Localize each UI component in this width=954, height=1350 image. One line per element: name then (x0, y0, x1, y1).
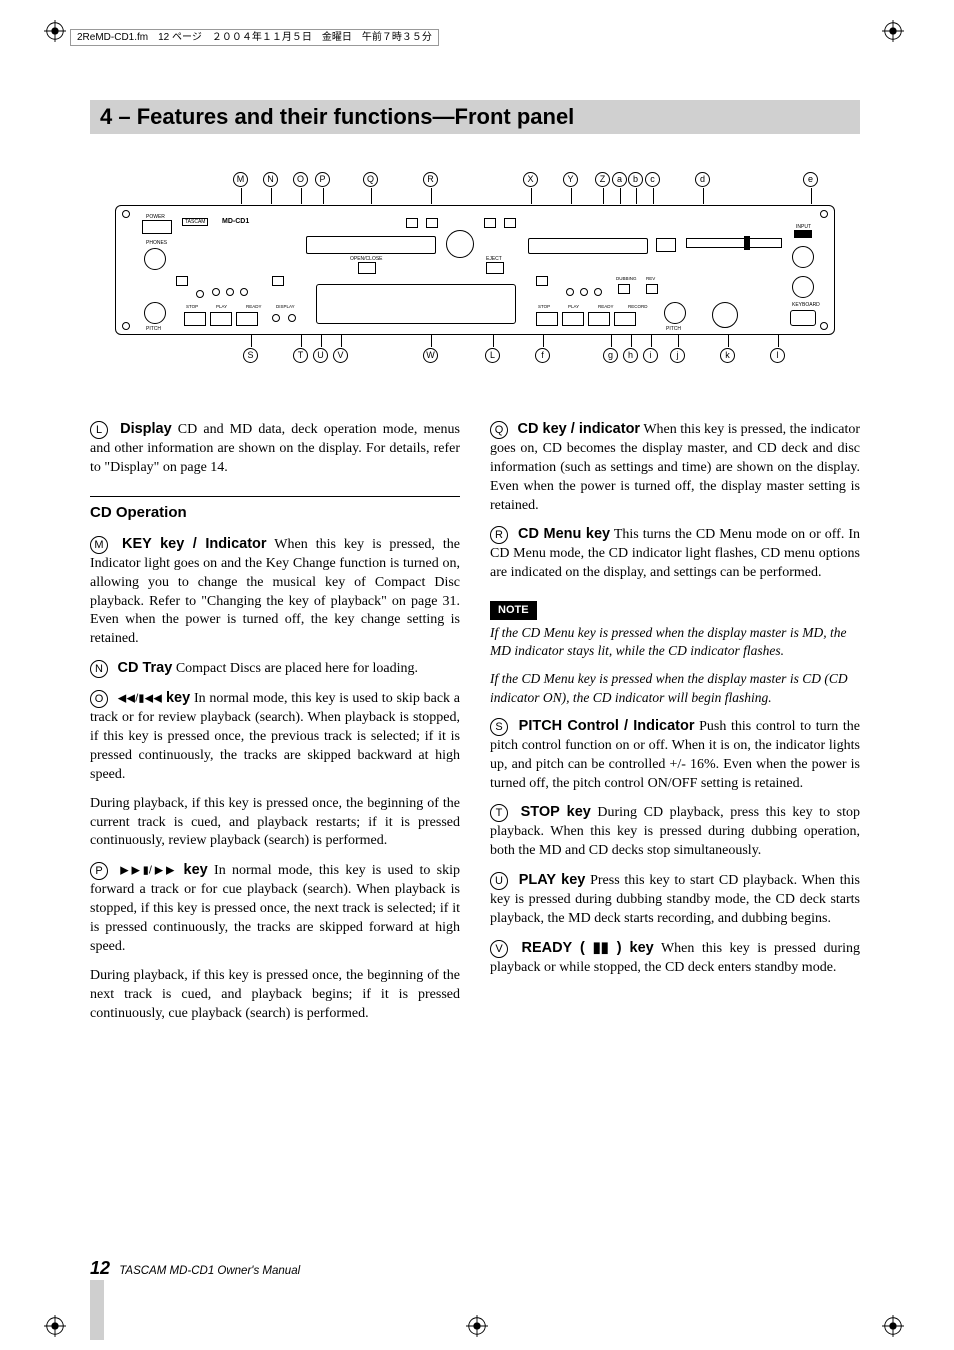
callout-e: e (803, 172, 818, 187)
callout-j: j (670, 348, 685, 363)
para-18: R CD Menu key This turns the CD Menu mod… (490, 525, 860, 583)
para-12: L Display CD and MD data, deck operation… (90, 420, 460, 478)
section-title: 4 – Features and their functions—Front p… (90, 100, 860, 134)
para-15: O ◀◀/▮◀◀ key In normal mode, this key is… (90, 689, 460, 784)
para-19: S PITCH Control / Indicator Push this co… (490, 717, 860, 794)
para-20: T STOP key During CD playback, press thi… (490, 803, 860, 861)
left-column: L Display CD and MD data, deck operation… (90, 420, 460, 1033)
callout-g: g (603, 348, 618, 363)
callout-N: N (263, 172, 278, 187)
reg-mark-bl (44, 1315, 66, 1337)
para-21: U PLAY key Press this key to start CD pl… (490, 871, 860, 929)
para-17: Q CD key / indicator When this key is pr… (490, 420, 860, 515)
reg-mark-tl (44, 20, 66, 42)
callout-U: U (313, 348, 328, 363)
callout-Z: Z (595, 172, 610, 187)
para-22: V READY ( ▮▮ ) key When this key is pres… (490, 939, 860, 978)
footer-tab (90, 1280, 104, 1340)
front-panel: POWER TASCAM MD-CD1 PHONES PITCH STOP PL… (115, 205, 835, 335)
callout-b: b (628, 172, 643, 187)
callout-a: a (612, 172, 627, 187)
callout-S: S (243, 348, 258, 363)
print-header: 2ReMD-CD1.fm 12 ページ ２００４年１１月５日 金曜日 午前７時３… (70, 28, 439, 43)
callout-T: T (293, 348, 308, 363)
page-footer: 12 TASCAM MD-CD1 Owner's Manual (90, 1258, 860, 1279)
forward-icon: ▶▶▮/▶▶ (120, 865, 177, 877)
callout-L: L (485, 348, 500, 363)
note-badge: NOTE (490, 601, 537, 620)
note-2: If the CD Menu key is pressed when the d… (490, 670, 860, 706)
callout-M: M (233, 172, 248, 187)
subhead-cd-op: CD Operation (90, 496, 460, 523)
callout-X: X (523, 172, 538, 187)
callout-V: V (333, 348, 348, 363)
callout-W: W (423, 348, 438, 363)
callout-k: k (720, 348, 735, 363)
callout-f: f (535, 348, 550, 363)
para-16: P ▶▶▮/▶▶ key In normal mode, this key is… (90, 861, 460, 956)
note-1: If the CD Menu key is pressed when the d… (490, 624, 860, 660)
callout-c: c (645, 172, 660, 187)
callout-l: l (770, 348, 785, 363)
reg-mark-tr (882, 20, 904, 42)
para-13: M KEY key / Indicator When this key is p… (90, 535, 460, 649)
rewind-icon: ◀◀/▮◀◀ (118, 693, 162, 705)
callout-Q: Q (363, 172, 378, 187)
reg-mark-br (882, 1315, 904, 1337)
right-column: Q CD key / indicator When this key is pr… (490, 420, 860, 1033)
body-content: L Display CD and MD data, deck operation… (90, 420, 860, 1033)
callout-i: i (643, 348, 658, 363)
callout-R: R (423, 172, 438, 187)
front-panel-diagram: MNOP Q R X Y Zabc d e POWER TASCAM MD-CD1 PHONE… (100, 160, 850, 370)
reg-mark-bc (466, 1315, 488, 1337)
para-15b: During playback, if this key is pressed … (90, 795, 460, 852)
callout-Y: Y (563, 172, 578, 187)
para-16b: During playback, if this key is pressed … (90, 967, 460, 1024)
callout-O: O (293, 172, 308, 187)
callout-d: d (695, 172, 710, 187)
callout-P: P (315, 172, 330, 187)
callout-h: h (623, 348, 638, 363)
para-14: N CD Tray Compact Discs are placed here … (90, 659, 460, 679)
